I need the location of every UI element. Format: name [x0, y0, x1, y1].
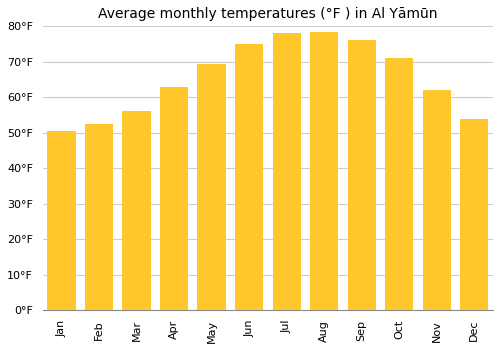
Bar	[272, 33, 300, 310]
Bar	[422, 90, 451, 310]
Bar	[310, 32, 338, 310]
Bar	[122, 111, 150, 310]
Bar	[198, 64, 226, 310]
Bar	[348, 41, 376, 310]
Bar	[235, 44, 263, 310]
Bar	[48, 131, 76, 310]
Bar	[460, 119, 488, 310]
Bar	[160, 86, 188, 310]
Bar	[85, 124, 113, 310]
Bar	[385, 58, 414, 310]
Title: Average monthly temperatures (°F ) in Al Yāmūn: Average monthly temperatures (°F ) in Al…	[98, 7, 438, 21]
